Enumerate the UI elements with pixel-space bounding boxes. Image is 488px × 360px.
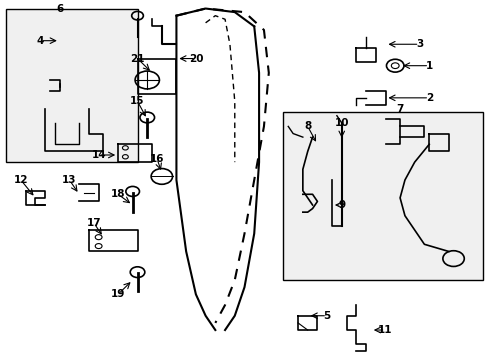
Bar (6, 9, 137, 162)
Text: 17: 17 (86, 218, 101, 228)
Text: 16: 16 (149, 154, 164, 163)
Text: 20: 20 (188, 54, 203, 64)
Text: 14: 14 (91, 150, 106, 160)
Text: 10: 10 (334, 118, 348, 128)
Text: 15: 15 (130, 96, 144, 107)
Text: 2: 2 (425, 93, 432, 103)
Text: 4: 4 (37, 36, 44, 46)
Text: 5: 5 (323, 311, 330, 321)
Text: 19: 19 (111, 289, 125, 299)
Text: 12: 12 (14, 175, 28, 185)
Text: 1: 1 (425, 61, 432, 71)
Text: 18: 18 (111, 189, 125, 199)
Text: 8: 8 (304, 121, 311, 131)
Text: 21: 21 (130, 54, 144, 64)
Text: 11: 11 (378, 325, 392, 335)
Text: 3: 3 (415, 39, 422, 49)
Text: 13: 13 (62, 175, 77, 185)
Text: 6: 6 (56, 4, 63, 14)
Text: 7: 7 (396, 104, 403, 113)
Bar (283, 112, 482, 280)
Text: 9: 9 (338, 200, 345, 210)
